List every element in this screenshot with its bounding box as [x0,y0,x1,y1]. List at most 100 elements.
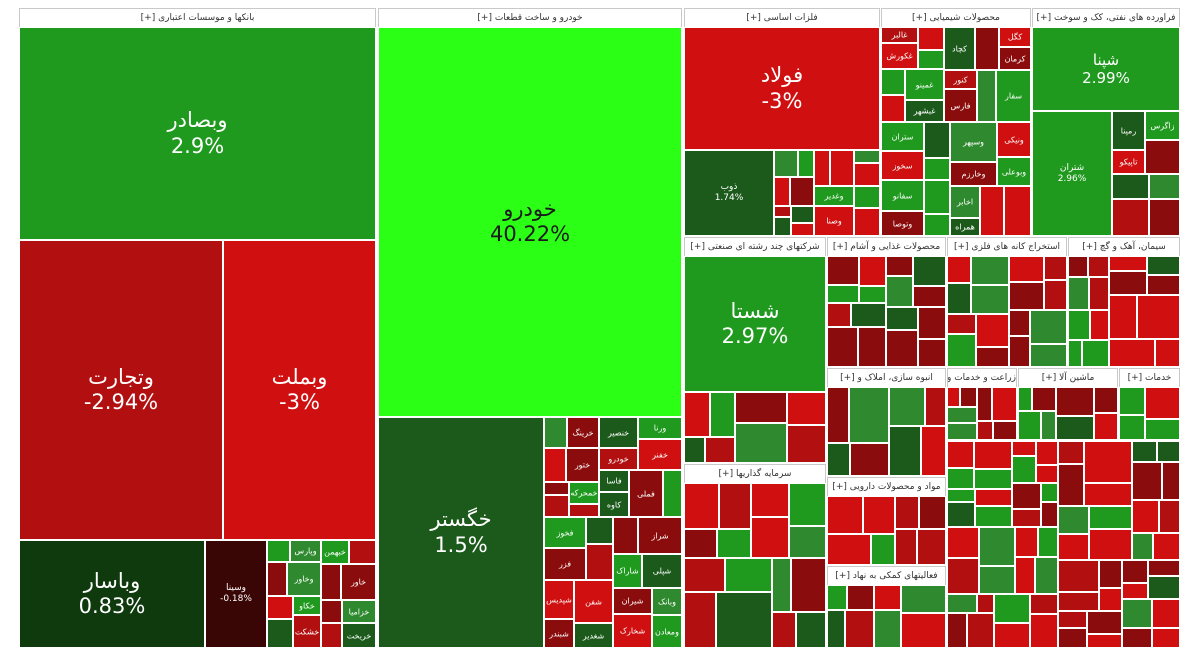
stock-tile[interactable]: خشکت [293,615,321,648]
stock-tile[interactable] [751,517,789,558]
stock-tile[interactable] [827,285,859,303]
stock-tile[interactable] [774,206,791,217]
stock-tile[interactable] [1145,387,1180,419]
stock-tile[interactable]: وسپهر [950,122,997,162]
stock-tile[interactable] [1122,628,1152,648]
stock-tile[interactable] [1058,611,1087,628]
stock-tile[interactable] [1159,500,1180,533]
stock-tile[interactable] [1015,557,1035,594]
stock-tile[interactable]: وخارزم [950,162,997,186]
stock-tile[interactable]: وتوصا [881,211,924,236]
stock-tile[interactable] [871,534,895,565]
stock-tile[interactable] [947,489,975,502]
stock-tile[interactable] [717,529,751,558]
stock-tile[interactable] [1109,256,1147,271]
stock-tile[interactable]: ختور [566,448,599,482]
stock-tile[interactable] [977,594,994,613]
stock-tile[interactable] [921,426,946,476]
stock-tile[interactable] [735,392,787,423]
stock-tile[interactable] [1119,387,1145,415]
stock-tile[interactable]: شپلی [642,554,682,588]
stock-tile[interactable] [789,526,826,558]
stock-tile[interactable] [901,613,946,648]
stock-tile[interactable]: خرینگ [567,417,599,448]
stock-tile[interactable] [1157,441,1180,462]
stock-tile[interactable] [1132,462,1162,500]
stock-tile[interactable] [1162,462,1180,500]
sector-header[interactable]: محصولات شیمیایی [+] [882,9,1030,28]
stock-tile[interactable] [918,307,946,339]
stock-tile[interactable] [827,303,851,327]
stock-tile[interactable] [1084,441,1132,483]
stock-tile[interactable] [827,610,845,648]
stock-tile[interactable] [321,564,341,600]
stock-tile[interactable] [947,468,974,489]
stock-tile[interactable]: کنور [944,70,977,89]
stock-tile[interactable]: کاوه [599,492,629,517]
stock-tile[interactable]: کگل [999,27,1031,47]
stock-tile[interactable]: خمحرکه [569,482,599,504]
stock-tile[interactable] [1145,419,1180,440]
stock-tile[interactable] [1056,416,1094,440]
sector-header[interactable]: شرکتهای چند رشته ای صنعتی [+] [685,238,825,257]
stock-tile[interactable] [1094,413,1118,440]
stock-tile[interactable] [924,214,950,236]
stock-tile[interactable] [971,285,1009,314]
stock-tile[interactable] [994,594,1030,623]
stock-tile[interactable] [544,448,566,482]
stock-tile[interactable] [1058,464,1084,506]
stock-tile[interactable] [1087,634,1122,648]
stock-tile[interactable] [1153,533,1180,560]
stock-tile[interactable] [1041,411,1056,440]
stock-tile[interactable]: شفن [574,580,613,623]
stock-tile[interactable] [975,489,1012,506]
stock-tile[interactable] [1012,441,1036,456]
stock-tile[interactable] [889,387,925,426]
stock-tile[interactable]: شیران [613,588,652,614]
stock-tile[interactable]: خودرو [599,448,638,470]
stock-tile[interactable] [1152,628,1180,648]
stock-tile[interactable] [1009,256,1044,282]
stock-tile[interactable] [859,256,886,286]
stock-tile[interactable] [1087,611,1122,634]
stock-tile[interactable] [267,562,287,596]
sector-header[interactable]: بانکها و موسسات اعتباری [+] [20,9,375,28]
stock-tile[interactable] [874,610,901,648]
stock-tile[interactable] [1068,340,1082,367]
stock-tile[interactable]: زاگرس [1145,111,1180,140]
stock-tile[interactable] [1018,411,1041,440]
stock-tile[interactable]: فزر [544,548,586,580]
stock-tile[interactable]: شبندر [544,619,574,648]
stock-tile[interactable] [613,517,638,554]
stock-tile[interactable]: شخارک [613,614,652,648]
stock-tile-5[interactable]: خودرو 40.22% [378,27,682,417]
stock-tile[interactable] [854,163,880,186]
stock-tile[interactable] [874,585,901,610]
stock-tile-10[interactable]: شتران 2.96% [1032,111,1112,236]
stock-tile[interactable] [980,186,1004,236]
stock-tile[interactable] [947,334,976,367]
sector-header[interactable]: فعالیتهای کمکی به نهاد [+] [828,567,945,586]
stock-tile[interactable]: فاسا [599,470,629,492]
stock-tile[interactable] [967,613,994,648]
stock-tile[interactable] [1090,310,1109,340]
stock-tile[interactable] [977,70,996,122]
stock-tile[interactable] [710,392,735,437]
stock-tile[interactable] [851,303,886,327]
stock-tile[interactable] [1152,599,1180,628]
stock-tile[interactable] [1088,256,1109,277]
stock-tile[interactable] [1082,340,1109,367]
stock-tile[interactable] [993,421,1017,440]
stock-tile[interactable]: فخوز [544,517,586,548]
stock-tile[interactable] [1089,506,1132,529]
stock-tile[interactable]: سخوز [881,151,924,180]
stock-tile[interactable]: فارس [944,89,977,122]
stock-tile[interactable]: غمینو [905,69,944,100]
stock-tile-4[interactable]: وباسار 0.83% [19,540,205,648]
stock-tile[interactable] [267,619,293,648]
stock-tile[interactable] [886,256,913,276]
stock-tile[interactable] [845,610,874,648]
stock-tile[interactable] [684,529,717,558]
stock-tile[interactable] [979,566,1015,594]
stock-tile[interactable] [854,208,880,236]
